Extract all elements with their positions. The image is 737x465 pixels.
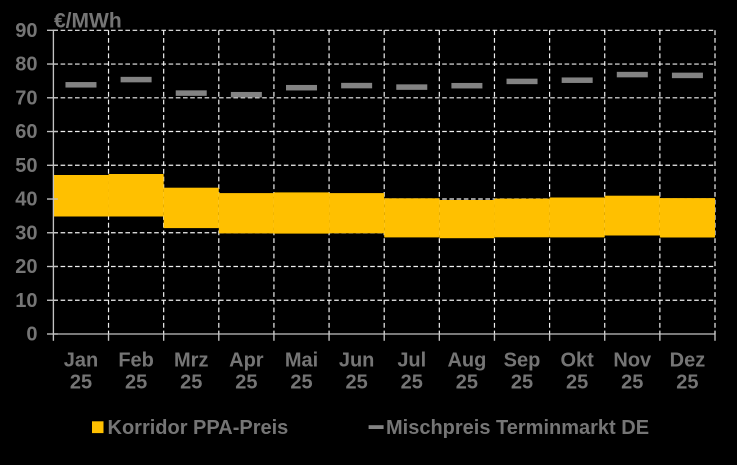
- svg-text:25: 25: [70, 371, 92, 393]
- svg-text:25: 25: [346, 371, 368, 393]
- svg-text:0: 0: [26, 324, 37, 346]
- svg-text:25: 25: [456, 371, 478, 393]
- svg-text:Sep: Sep: [504, 349, 541, 371]
- svg-text:25: 25: [180, 371, 202, 393]
- svg-text:Okt: Okt: [560, 349, 594, 371]
- svg-text:Jul: Jul: [397, 349, 426, 371]
- svg-text:25: 25: [290, 371, 312, 393]
- svg-text:25: 25: [401, 371, 423, 393]
- svg-text:Aug: Aug: [447, 349, 486, 371]
- svg-text:Dez: Dez: [670, 349, 706, 371]
- svg-text:Feb: Feb: [118, 349, 154, 371]
- svg-text:Nov: Nov: [613, 349, 652, 371]
- svg-text:30: 30: [15, 222, 37, 244]
- svg-text:Apr: Apr: [229, 349, 264, 371]
- svg-text:Mai: Mai: [285, 349, 318, 371]
- svg-text:10: 10: [15, 290, 37, 312]
- svg-text:25: 25: [235, 371, 257, 393]
- svg-text:25: 25: [511, 371, 533, 393]
- svg-text:90: 90: [15, 20, 37, 42]
- svg-text:Jan: Jan: [64, 349, 98, 371]
- svg-text:25: 25: [676, 371, 698, 393]
- svg-text:25: 25: [621, 371, 643, 393]
- svg-text:60: 60: [15, 121, 37, 143]
- svg-text:25: 25: [566, 371, 588, 393]
- svg-text:25: 25: [125, 371, 147, 393]
- svg-text:20: 20: [15, 256, 37, 278]
- svg-text:40: 40: [15, 189, 37, 211]
- svg-text:Jun: Jun: [339, 349, 375, 371]
- svg-text:Mischpreis Terminmarkt DE: Mischpreis Terminmarkt DE: [386, 417, 649, 439]
- svg-text:80: 80: [15, 54, 37, 76]
- svg-text:Mrz: Mrz: [174, 349, 208, 371]
- svg-text:Korridor PPA-Preis: Korridor PPA-Preis: [108, 417, 289, 439]
- svg-text:70: 70: [15, 87, 37, 109]
- svg-text:€/MWh: €/MWh: [54, 10, 122, 33]
- svg-text:50: 50: [15, 155, 37, 177]
